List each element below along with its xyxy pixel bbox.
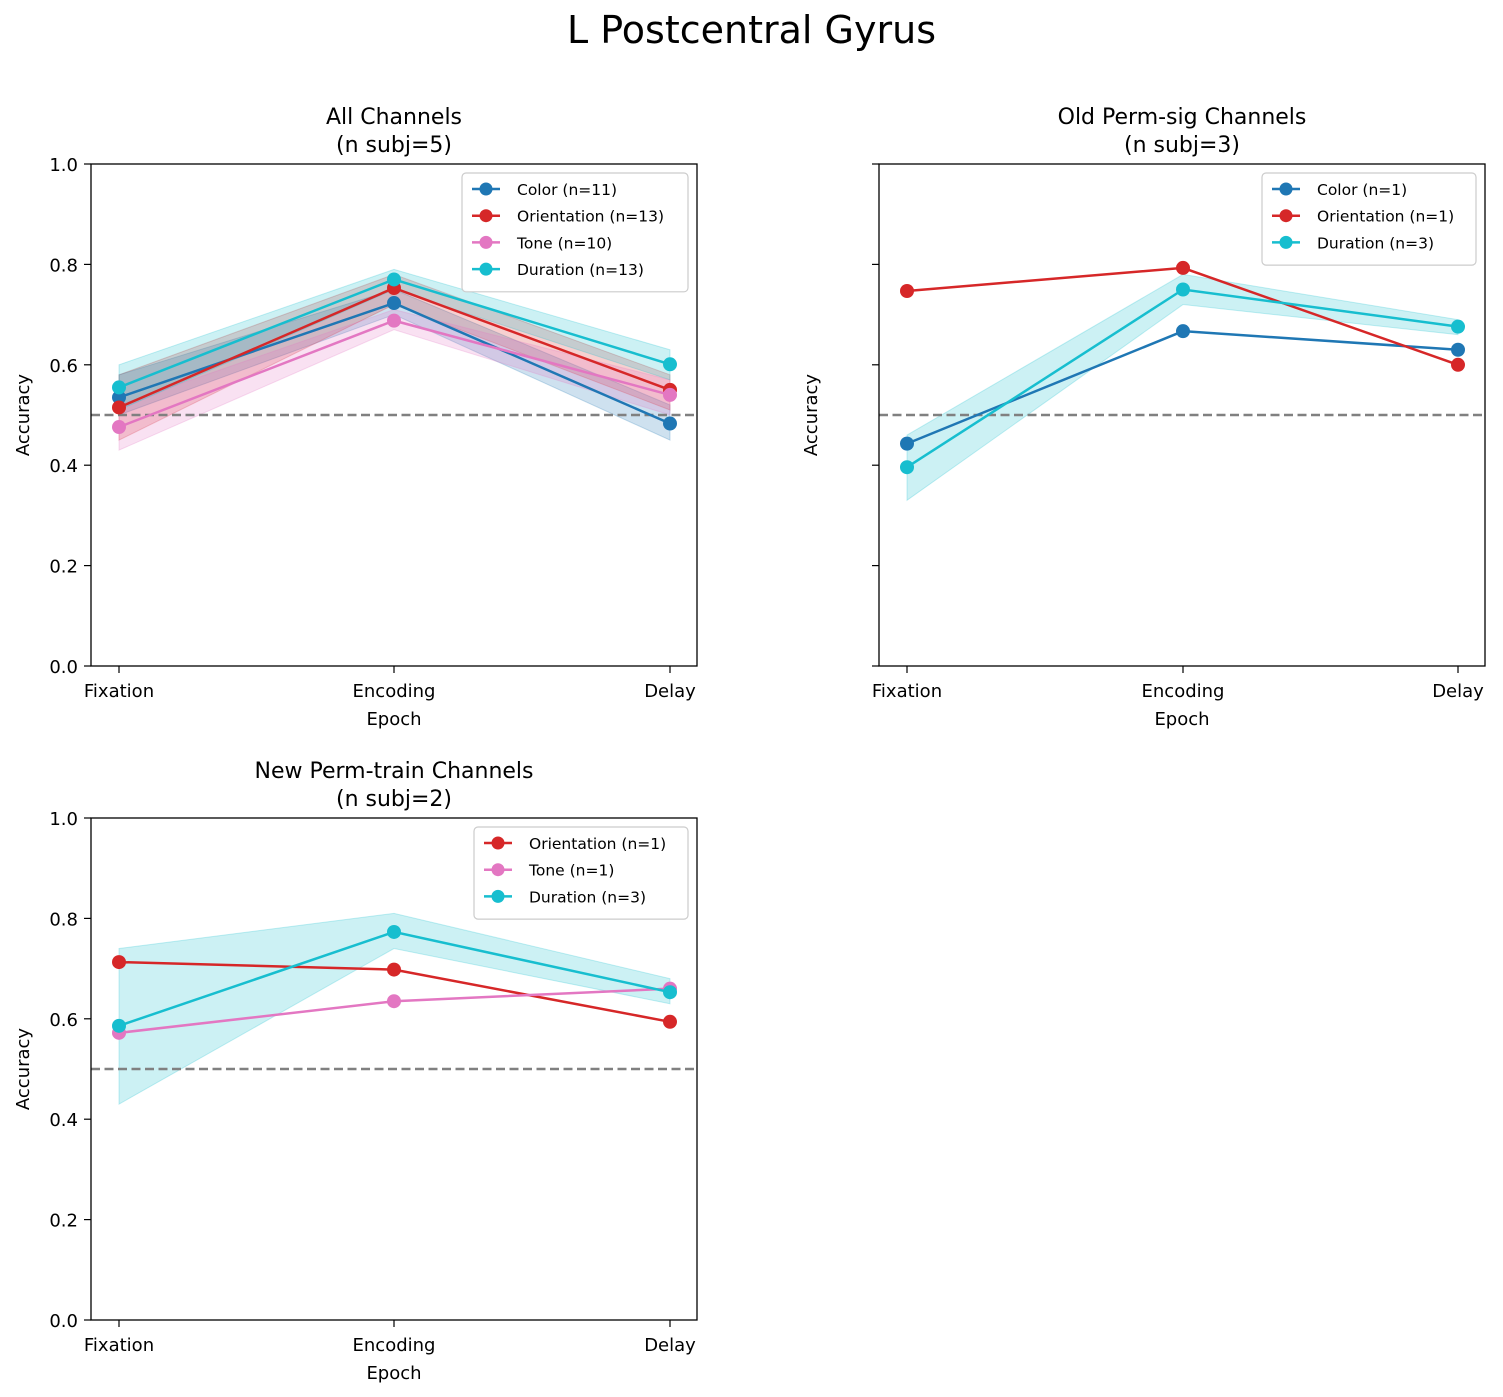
data-point: [1176, 260, 1190, 275]
data-point: [112, 420, 126, 435]
y-tick-label: 0.4: [49, 456, 78, 477]
legend-label: Color (n=11): [517, 181, 617, 199]
x-tick-label: Delay: [644, 681, 696, 702]
legend-label: Tone (n=10): [516, 234, 612, 252]
axes-frame: [90, 817, 698, 1321]
y-tick-label: 0.6: [49, 1010, 78, 1031]
data-point: [1451, 357, 1465, 372]
y-tick-label: 0.8: [49, 909, 78, 930]
legend-marker: [479, 209, 493, 223]
data-point: [112, 380, 126, 395]
data-point: [1451, 342, 1465, 357]
x-tick-label: Fixation: [84, 1335, 154, 1356]
y-axis-label: Accuracy: [801, 374, 822, 457]
y-tick-label: 0.0: [49, 1311, 78, 1332]
x-tick-label: Fixation: [872, 681, 942, 702]
data-point: [112, 400, 126, 415]
panel-title: (n subj=2): [336, 787, 452, 812]
legend-label: Duration (n=3): [1317, 234, 1434, 252]
y-tick-label: 0.2: [49, 1211, 78, 1232]
legend: Orientation (n=1) Tone (n=1) Duration (n=3…: [473, 826, 689, 920]
panel-title: New Perm-train Channels: [254, 759, 533, 784]
legend-marker: [479, 235, 493, 249]
data-point: [387, 994, 401, 1009]
y-tick-label: 0.0: [49, 657, 78, 678]
data-point: [1176, 282, 1190, 297]
legend-label: Duration (n=3): [529, 888, 646, 906]
legend-label: Color (n=1): [1317, 181, 1407, 199]
error-band: [118, 912, 671, 1105]
panel-title: All Channels: [326, 105, 462, 130]
panel-title: Old Perm-sig Channels: [1058, 105, 1307, 130]
legend-label: Tone (n=1): [528, 862, 614, 880]
x-tick-label: Delay: [644, 1335, 696, 1356]
legend-marker: [479, 182, 493, 196]
legend-box: [1261, 172, 1477, 266]
legend-marker: [491, 889, 505, 903]
legend-marker: [1279, 182, 1293, 196]
x-tick-label: Fixation: [84, 681, 154, 702]
data-point: [112, 1018, 126, 1033]
data-point: [1176, 324, 1190, 339]
legend-label: Duration (n=13): [517, 261, 644, 279]
x-tick-label: Encoding: [1142, 681, 1225, 702]
legend-marker: [491, 863, 505, 877]
data-point: [387, 272, 401, 287]
legend-marker: [479, 262, 493, 276]
data-point: [387, 296, 401, 311]
legend-box: [473, 826, 689, 920]
data-point: [112, 390, 126, 405]
y-tick-label: 1.0: [49, 155, 78, 176]
y-axis-label: Accuracy: [13, 374, 34, 457]
axes-frame: [90, 163, 698, 667]
legend: Color (n=11) Orientation (n=13) Tone (n=10…: [461, 172, 689, 293]
figure-title: L Postcentral Gyrus: [567, 8, 936, 52]
data-point: [900, 284, 914, 299]
legend-label: Orientation (n=1): [529, 835, 666, 853]
y-tick-label: 0.8: [49, 255, 78, 276]
y-axis-label: Accuracy: [13, 1028, 34, 1111]
y-tick-label: 0.6: [49, 356, 78, 377]
x-axis-label: Epoch: [366, 1363, 421, 1384]
panel-title: (n subj=3): [1124, 133, 1240, 158]
legend-label: Orientation (n=13): [517, 208, 664, 226]
chart-panel-1: All Channels (n subj=5) 0.0 0.2 0.4 0.6 0.8 1.0…: [13, 105, 698, 730]
axes-frame: [878, 163, 1486, 667]
x-axis-label: Epoch: [1154, 709, 1209, 730]
data-point: [663, 985, 677, 1000]
legend-marker: [1279, 209, 1293, 223]
data-point: [663, 416, 677, 431]
y-tick-label: 0.2: [49, 557, 78, 578]
data-point: [663, 1014, 677, 1029]
x-tick-label: Encoding: [353, 681, 436, 702]
data-point: [900, 436, 914, 451]
data-point: [663, 387, 677, 402]
legend: Color (n=1) Orientation (n=1) Duration (n=…: [1261, 172, 1477, 266]
chart-panel-3: New Perm-train Channels (n subj=2) 0.0 0.2 0…: [13, 759, 698, 1384]
legend-label: Orientation (n=1): [1317, 208, 1454, 226]
y-tick-label: 0.4: [49, 1110, 78, 1131]
x-axis-label: Epoch: [366, 709, 421, 730]
data-point: [387, 962, 401, 977]
x-tick-label: Encoding: [353, 1335, 436, 1356]
data-point: [663, 357, 677, 372]
legend-box: [461, 172, 689, 293]
error-band: [906, 273, 1459, 502]
x-tick-label: Delay: [1432, 681, 1484, 702]
panel-title: (n subj=5): [336, 133, 452, 158]
y-tick-label: 1.0: [49, 809, 78, 830]
data-point: [387, 924, 401, 939]
legend-marker: [491, 836, 505, 850]
data-point: [900, 460, 914, 475]
data-point: [1451, 319, 1465, 334]
chart-panel-2: Old Perm-sig Channels (n subj=3) Fixation E…: [801, 105, 1486, 730]
legend-marker: [1279, 235, 1293, 249]
data-point: [387, 313, 401, 328]
data-point: [112, 955, 126, 970]
